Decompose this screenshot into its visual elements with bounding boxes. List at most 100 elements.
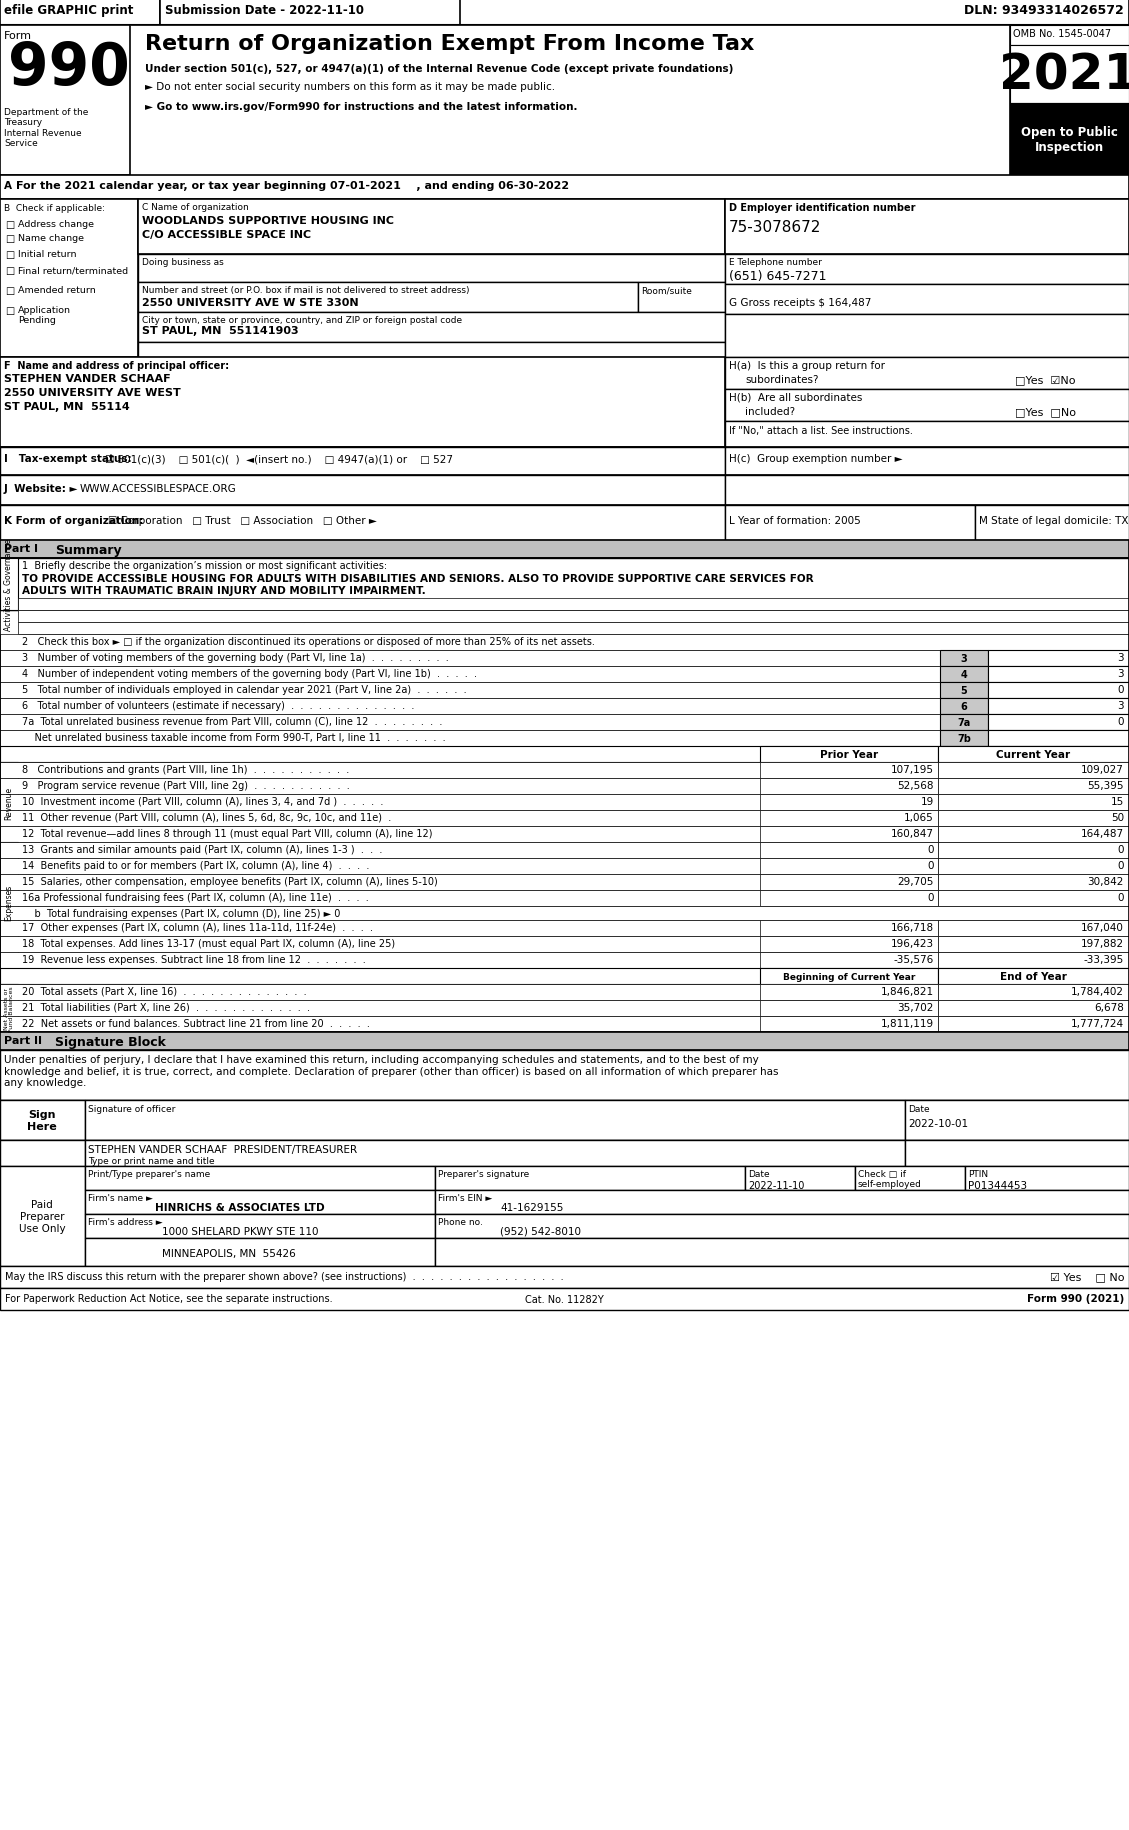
Bar [0, 875, 1129, 891]
Bar [725, 505, 975, 540]
Bar [760, 858, 938, 875]
Text: □Yes  □No: □Yes □No [1015, 406, 1076, 417]
Bar [0, 714, 1129, 730]
Text: 3   Number of voting members of the governing body (Part VI, line 1a)  .  .  .  : 3 Number of voting members of the govern… [21, 653, 448, 662]
Text: 3: 3 [961, 653, 968, 664]
Bar [0, 1100, 1129, 1140]
Bar [938, 747, 1129, 763]
Bar [938, 937, 1129, 952]
Text: 5: 5 [961, 686, 968, 695]
Text: 0: 0 [928, 893, 934, 902]
Text: Expenses: Expenses [5, 884, 14, 920]
Text: 30,842: 30,842 [1087, 877, 1124, 886]
Bar [938, 1016, 1129, 1032]
Text: (651) 645-7271: (651) 645-7271 [729, 269, 826, 284]
Bar [0, 842, 1129, 858]
Bar [0, 651, 1129, 666]
Bar [938, 763, 1129, 778]
Bar [0, 920, 1129, 937]
Text: included?: included? [745, 406, 795, 417]
Text: Current Year: Current Year [996, 750, 1070, 759]
Text: STEPHEN VANDER SCHAAF  PRESIDENT/TREASURER: STEPHEN VANDER SCHAAF PRESIDENT/TREASURE… [88, 1144, 357, 1155]
Bar [0, 1140, 1129, 1166]
Bar [760, 920, 938, 937]
Text: 14  Benefits paid to or for members (Part IX, column (A), line 4)  .  .  .  .: 14 Benefits paid to or for members (Part… [21, 860, 369, 871]
Text: Initial return: Initial return [18, 251, 77, 258]
Text: 11  Other revenue (Part VIII, column (A), lines 5, 6d, 8c, 9c, 10c, and 11e)  .: 11 Other revenue (Part VIII, column (A),… [21, 813, 392, 822]
Text: □: □ [5, 251, 15, 260]
Text: 0: 0 [928, 844, 934, 855]
Text: Paid
Preparer
Use Only: Paid Preparer Use Only [19, 1200, 65, 1233]
Text: 55,395: 55,395 [1087, 781, 1124, 791]
Text: 0: 0 [1118, 844, 1124, 855]
Bar [0, 558, 1129, 611]
Bar [760, 1001, 938, 1016]
Bar [725, 285, 1129, 315]
Bar [760, 794, 938, 811]
Bar [988, 651, 1129, 666]
Bar [0, 699, 1129, 714]
Text: 1000 SHELARD PKWY STE 110: 1000 SHELARD PKWY STE 110 [161, 1226, 318, 1237]
Text: 167,040: 167,040 [1082, 922, 1124, 933]
Text: ST PAUL, MN  551141903: ST PAUL, MN 551141903 [142, 326, 299, 337]
Bar [0, 176, 1129, 199]
Bar [0, 858, 1129, 875]
Bar [0, 1266, 1129, 1288]
Bar [760, 875, 938, 891]
Bar [85, 1190, 435, 1215]
Bar [0, 730, 1129, 747]
Text: Part I: Part I [5, 544, 38, 554]
Text: 15  Salaries, other compensation, employee benefits (Part IX, column (A), lines : 15 Salaries, other compensation, employe… [21, 877, 438, 886]
Text: ☑ Yes    □ No: ☑ Yes □ No [1050, 1272, 1124, 1281]
Text: 20  Total assets (Part X, line 16)  .  .  .  .  .  .  .  .  .  .  .  .  .  .: 20 Total assets (Part X, line 16) . . . … [21, 986, 307, 997]
Bar [0, 1032, 1129, 1050]
Text: End of Year: End of Year [999, 972, 1067, 981]
Bar [938, 968, 1129, 985]
Text: OMB No. 1545-0047: OMB No. 1545-0047 [1013, 29, 1111, 38]
Text: Room/suite: Room/suite [641, 285, 692, 295]
Text: 9   Program service revenue (Part VIII, line 2g)  .  .  .  .  .  .  .  .  .  .  : 9 Program service revenue (Part VIII, li… [21, 781, 350, 791]
Bar [0, 26, 130, 176]
Text: Net unrelated business taxable income from Form 990-T, Part I, line 11  .  .  . : Net unrelated business taxable income fr… [21, 732, 446, 743]
Text: 5   Total number of individuals employed in calendar year 2021 (Part V, line 2a): 5 Total number of individuals employed i… [21, 684, 466, 695]
Bar [940, 683, 988, 699]
Text: A: A [5, 181, 12, 190]
Bar [0, 827, 1129, 842]
Text: Final return/terminated: Final return/terminated [18, 265, 128, 274]
Text: Part II: Part II [5, 1036, 42, 1045]
Text: Under penalties of perjury, I declare that I have examined this return, includin: Under penalties of perjury, I declare th… [5, 1054, 779, 1087]
Bar [745, 1166, 855, 1190]
Text: 1  Briefly describe the organization’s mission or most significant activities:: 1 Briefly describe the organization’s mi… [21, 560, 387, 571]
Text: □: □ [5, 306, 15, 317]
Bar [0, 635, 1129, 651]
Text: 8   Contributions and grants (Part VIII, line 1h)  .  .  .  .  .  .  .  .  .  . : 8 Contributions and grants (Part VIII, l… [21, 765, 349, 774]
Bar [760, 778, 938, 794]
Bar [0, 558, 18, 611]
Text: HINRICHS & ASSOCIATES LTD: HINRICHS & ASSOCIATES LTD [155, 1202, 325, 1211]
Text: □: □ [5, 285, 15, 296]
Bar [760, 811, 938, 827]
Text: 0: 0 [1118, 860, 1124, 871]
Text: Application
Pending: Application Pending [18, 306, 71, 326]
Text: 12  Total revenue—add lines 8 through 11 (must equal Part VIII, column (A), line: 12 Total revenue—add lines 8 through 11 … [21, 829, 432, 838]
Bar [0, 359, 725, 448]
Text: 16a Professional fundraising fees (Part IX, column (A), line 11e)  .  .  .  .: 16a Professional fundraising fees (Part … [21, 893, 369, 902]
Bar [0, 842, 18, 963]
Text: F  Name and address of principal officer:: F Name and address of principal officer: [5, 361, 229, 371]
Bar [760, 827, 938, 842]
Text: 196,423: 196,423 [891, 939, 934, 948]
Bar [725, 359, 1129, 390]
Text: H(c)  Group exemption number ►: H(c) Group exemption number ► [729, 454, 902, 463]
Text: P01344453: P01344453 [968, 1180, 1027, 1190]
Text: 6   Total number of volunteers (estimate if necessary)  .  .  .  .  .  .  .  .  : 6 Total number of volunteers (estimate i… [21, 701, 414, 710]
Text: Address change: Address change [18, 220, 94, 229]
Text: 4   Number of independent voting members of the governing body (Part VI, line 1b: 4 Number of independent voting members o… [21, 668, 476, 679]
Bar [0, 747, 1129, 763]
Text: 10  Investment income (Part VIII, column (A), lines 3, 4, and 7d )  .  .  .  .  : 10 Investment income (Part VIII, column … [21, 796, 384, 807]
Bar [0, 1140, 85, 1166]
Text: □: □ [5, 234, 15, 243]
Bar [0, 683, 1129, 699]
Text: 1,065: 1,065 [904, 813, 934, 822]
Text: Doing business as: Doing business as [142, 258, 224, 267]
Bar [18, 611, 1129, 622]
